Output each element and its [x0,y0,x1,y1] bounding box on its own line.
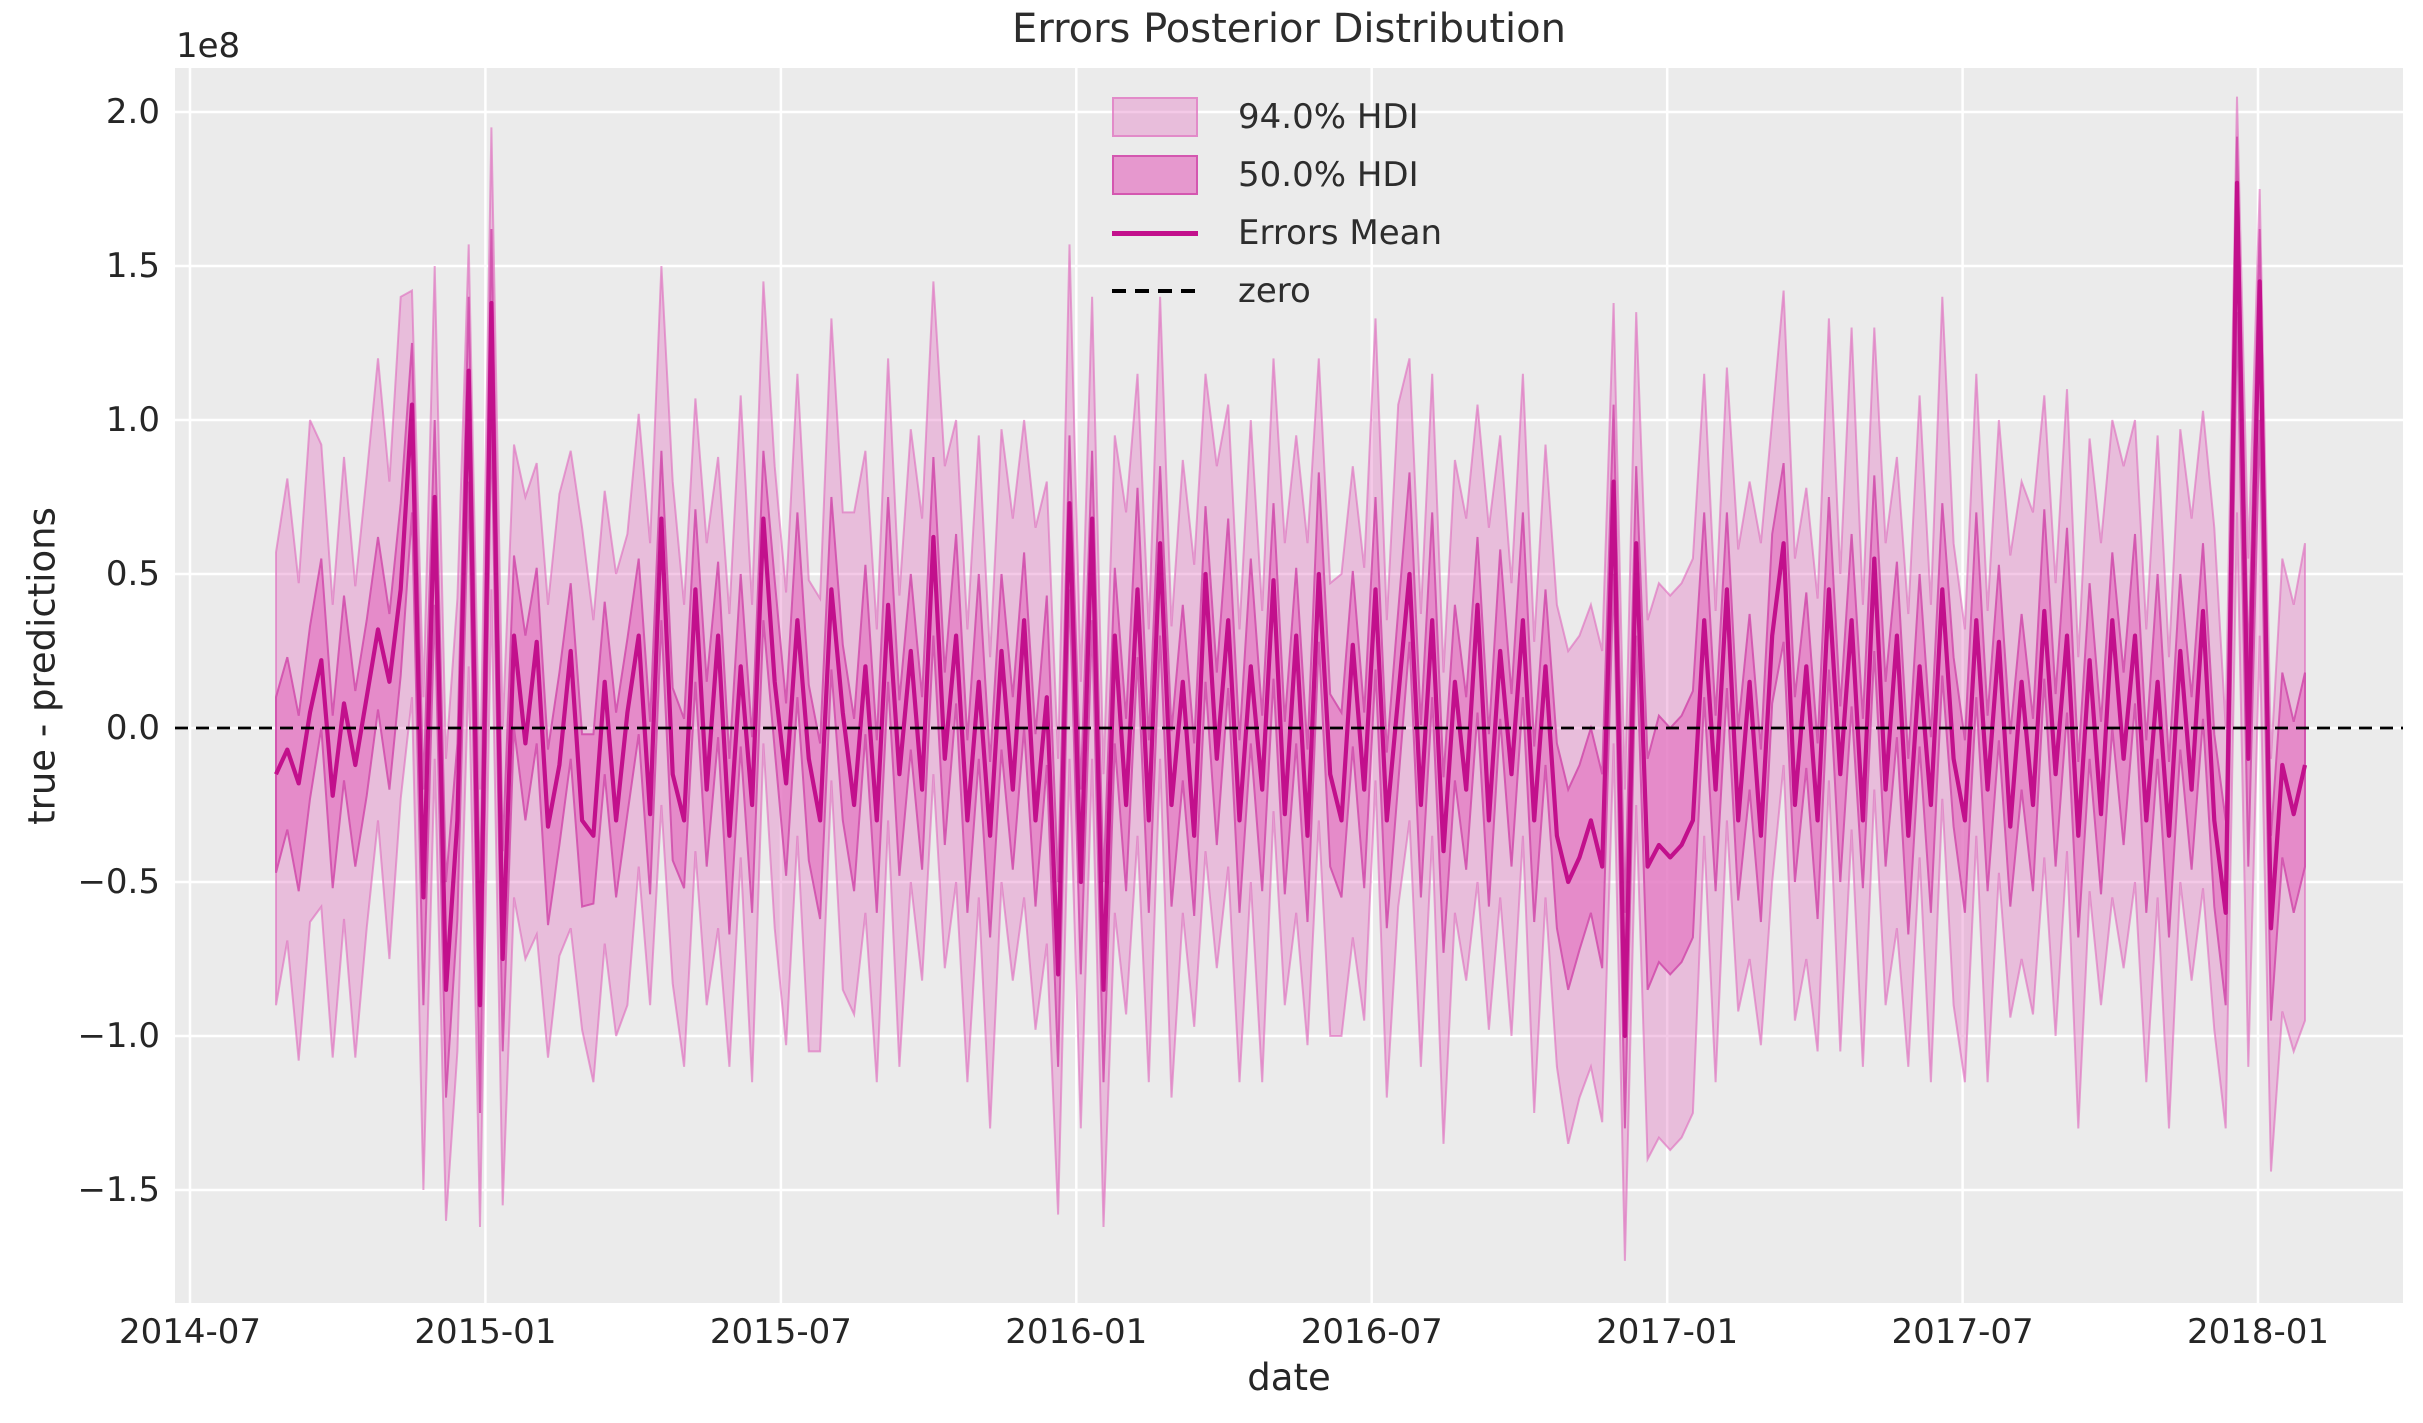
x-tick-label: 2016-07 [1300,1312,1443,1352]
zero-dash-swatch-icon [1112,289,1198,293]
legend-label: 94.0% HDI [1238,97,1419,137]
x-tick-label: 2017-07 [1891,1312,2034,1352]
mean-line-swatch-icon [1112,230,1198,236]
y-tick-label: −1.5 [77,1170,160,1210]
legend-item-hdi94: 94.0% HDI [1112,88,1442,146]
legend-item-mean: Errors Mean [1112,204,1442,262]
x-axis-label: date [1247,1356,1331,1399]
legend: 94.0% HDI 50.0% HDI Errors Mean zero [1112,88,1442,320]
hdi50-swatch-icon [1112,155,1198,195]
y-tick-label: 1.5 [105,246,160,286]
y-axis-offset-label: 1e8 [176,26,241,66]
chart-title: Errors Posterior Distribution [1012,6,1566,52]
x-tick-label: 2017-01 [1596,1312,1739,1352]
x-tick-label: 2014-07 [118,1312,262,1352]
legend-label: Errors Mean [1238,213,1443,253]
x-tick-label: 2016-01 [1005,1312,1148,1352]
x-tick-label: 2015-01 [414,1312,557,1352]
x-tick-label: 2015-07 [709,1312,852,1352]
x-tick-label: 2018-01 [2186,1312,2330,1352]
y-tick-label: 2.0 [105,92,160,132]
legend-label: zero [1238,271,1311,311]
legend-label: 50.0% HDI [1238,155,1419,195]
y-tick-label: 0.5 [105,554,160,594]
y-tick-label: −0.5 [77,862,160,902]
y-tick-label: 0.0 [105,708,160,748]
legend-item-zero: zero [1112,262,1442,320]
y-tick-label: 1.0 [105,400,160,440]
y-tick-label: −1.0 [77,1016,160,1056]
legend-item-hdi50: 50.0% HDI [1112,146,1442,204]
hdi94-swatch-icon [1112,97,1198,137]
